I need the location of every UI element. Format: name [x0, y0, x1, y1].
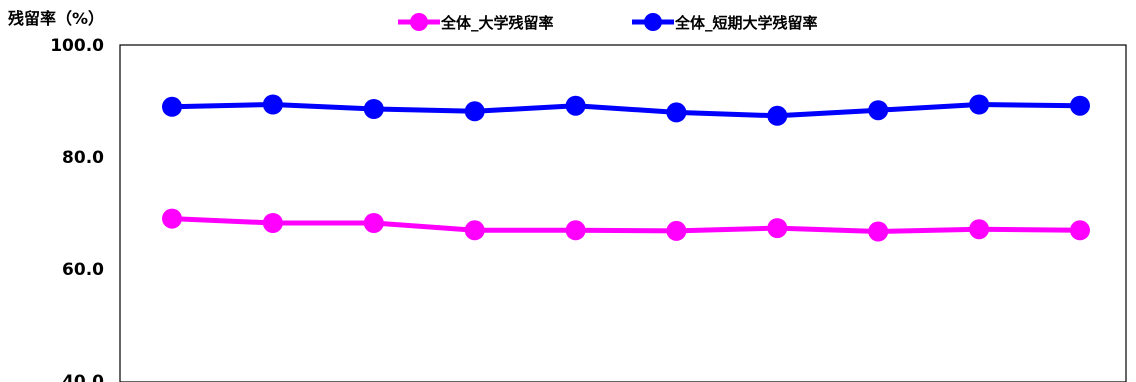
y-tick-label: 40.0	[62, 372, 104, 382]
data-point	[262, 94, 283, 115]
data-point	[565, 95, 586, 116]
data-point	[666, 220, 687, 241]
legend: 全体_大学残留率 全体_短期大学残留率	[398, 13, 818, 32]
data-point	[666, 102, 687, 123]
y-tick-label: 80.0	[62, 148, 104, 168]
data-point	[464, 220, 485, 241]
y-axis-title: 残留率（%）	[8, 9, 104, 28]
legend-item-university: 全体_大学残留率	[398, 13, 554, 32]
legend-item-junior-college: 全体_短期大学残留率	[632, 13, 818, 32]
series-0	[162, 208, 1090, 242]
series-layer	[162, 94, 1090, 242]
data-point	[363, 213, 384, 233]
data-point	[363, 99, 384, 119]
data-point	[767, 218, 788, 239]
y-tick-label: 100.0	[50, 36, 104, 56]
data-point	[262, 213, 283, 233]
data-point	[162, 208, 182, 229]
y-tick-label: 60.0	[62, 260, 104, 280]
data-point	[868, 221, 889, 242]
series-line	[171, 216, 1081, 234]
data-point	[162, 96, 182, 117]
plot-area	[119, 44, 1127, 382]
series-1	[162, 94, 1090, 126]
data-point	[464, 101, 485, 122]
data-point	[1070, 220, 1090, 241]
legend-marker-junior-college	[644, 13, 662, 31]
legend-label-university: 全体_大学残留率	[440, 14, 554, 32]
data-point	[565, 220, 586, 241]
y-axis-ticks: 100.0 80.0 60.0 40.0	[50, 36, 104, 382]
data-point	[969, 219, 990, 240]
data-point	[969, 94, 990, 115]
legend-label-junior-college: 全体_短期大学残留率	[674, 14, 818, 32]
data-point	[767, 105, 788, 126]
data-point	[868, 100, 889, 121]
legend-marker-university	[410, 13, 428, 31]
data-point	[1070, 95, 1090, 116]
series-line	[171, 102, 1081, 119]
